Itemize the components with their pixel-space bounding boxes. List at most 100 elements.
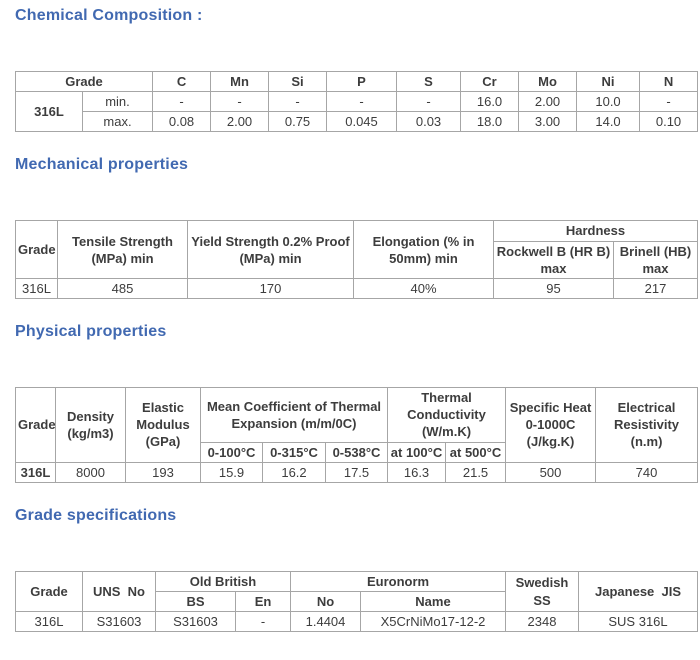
table-cell: 2.00 — [518, 91, 578, 113]
table-header-cell: Old British — [154, 570, 292, 593]
table-header-cell: Grade — [15, 220, 58, 279]
table-header-cell: Elongation (% in 50mm) min — [353, 220, 494, 279]
table-header-cell: Mean Coefficient of Thermal Expansion (m… — [199, 387, 389, 443]
table-header-cell: at 500°C — [445, 441, 507, 463]
table-header-cell: Mn — [210, 70, 270, 93]
section-physical-properties: Physical properties Grade Density (kg/m3)… — [15, 322, 699, 483]
table-cell: 170 — [187, 277, 354, 300]
table-header-cell: Mo — [518, 70, 578, 93]
table-header-cell: 0-538°C — [324, 441, 389, 463]
table-cell: 0.75 — [268, 111, 328, 133]
table-cell: - — [326, 91, 398, 113]
table-cell: max. — [81, 111, 154, 133]
table-row: Rockwell B (HR B) max Brinell (HB) max — [16, 240, 698, 279]
table-header-cell: Ni — [576, 70, 641, 93]
table-header-cell: Tensile Strength (MPa) min — [57, 220, 188, 279]
table-header-cell: 0-315°C — [262, 441, 326, 463]
table-header-cell: N — [639, 70, 699, 93]
table-cell: - — [639, 91, 699, 113]
table-row: 316L min. - - - - -16.0 2.00 10.0- — [15, 91, 699, 133]
table-header-cell: BS — [155, 591, 236, 613]
table-cell: 316L — [15, 277, 58, 300]
table-cell: 10.0 — [576, 91, 641, 113]
table-cell: 0.08 — [152, 111, 212, 133]
table-cell: 14.0 — [576, 111, 641, 133]
table-cell: - — [234, 611, 292, 633]
table-cell: 740 — [595, 461, 699, 483]
table-cell: 0.045 — [326, 111, 398, 133]
table-header-cell: Grade — [15, 387, 56, 463]
table-header-cell: Euronorm — [290, 570, 507, 593]
table-header-cell: S — [396, 70, 462, 93]
table-row: 316L S31603 S31603-1.4404 X5CrNiMo17-12-2 23… — [15, 611, 699, 633]
chemical-composition-heading: Chemical Composition : — [15, 7, 203, 24]
table-cell: - — [268, 91, 328, 113]
chemical-composition-table: Grade C Mn Si P S Cr Mo Ni N 316L min. - - - - -16.0 2.00… — [14, 70, 699, 133]
physical-properties-table: Grade Density (kg/m3) Elastic Modulus (GPa… — [15, 387, 699, 483]
table-cell: min. — [81, 91, 154, 113]
table-cell: SUS 316L — [578, 611, 699, 633]
table-header-cell: Grade — [14, 70, 154, 93]
table-cell: X5CrNiMo17-12-2 — [360, 611, 507, 633]
table-header-cell: 0-100°C — [200, 441, 263, 463]
table-header-cell: at 100°C — [387, 441, 447, 463]
table-header-cell: Specific Heat 0-1000C (J/kg.K) — [505, 387, 597, 463]
table-cell: - — [210, 91, 270, 113]
mechanical-properties-table: Grade Tensile Strength (MPa) min Yield Str… — [15, 220, 698, 300]
table-row: BS En No Name — [16, 591, 698, 613]
table-row: Grade Density (kg/m3) Elastic Modulus (GPa… — [15, 387, 699, 463]
table-row: max. 0.08 2.00 0.75 0.045 0.03 18.0 3.00 14.0 0.1… — [16, 111, 699, 133]
grade-specifications-table: Grade UNS No Old British Euronorm Swedish SS… — [15, 570, 699, 633]
table-header-cell: Si — [268, 70, 328, 93]
table-cell: 2348 — [505, 611, 580, 633]
table-header-cell: Density (kg/m3) — [55, 387, 126, 463]
table-header-cell: Swedish SS — [505, 570, 580, 613]
table-cell: 0.10 — [639, 111, 699, 133]
table-cell: 500 — [505, 461, 597, 483]
table-row: Grade C Mn Si P S Cr Mo Ni N — [14, 70, 699, 93]
table-header-cell: Hardness — [493, 220, 698, 242]
table-row: 316L 8000 193 15.9 16.2 17.5 16.3 21.5 500 740 — [15, 461, 699, 483]
table-header-cell: 316L — [15, 91, 83, 133]
table-cell: 95 — [493, 277, 614, 300]
grade-specifications-heading: Grade specifications — [15, 506, 177, 524]
table-header-cell: No — [290, 591, 362, 613]
physical-properties-heading: Physical properties — [15, 323, 167, 341]
table-header-cell: 316L — [15, 461, 56, 483]
table-cell: 485 — [57, 277, 188, 300]
table-row: 316L 485 170 40% 95 217 — [15, 277, 698, 300]
table-row: Grade UNS No Old British Euronorm Swedish SS… — [15, 570, 699, 613]
section-mechanical-properties: Mechanical properties Grade Tensile Stren… — [15, 155, 698, 300]
table-header-cell: Rockwell B (HR B) max — [493, 240, 614, 279]
table-header-cell: Yield Strength 0.2% Proof (MPa) min — [187, 220, 354, 279]
table-header-cell: Thermal Conductivity (W/m.K) — [387, 387, 507, 443]
table-cell: 0.03 — [396, 111, 462, 133]
table-cell: 2.00 — [210, 111, 270, 133]
table-cell: 3.00 — [518, 111, 578, 133]
table-header-cell: C — [152, 70, 212, 93]
table-header-cell: Name — [360, 591, 507, 613]
table-header-cell: Cr — [460, 70, 520, 93]
table-cell: 193 — [125, 461, 201, 483]
section-chemical-composition: Chemical Composition : Grade C Mn Si P S Cr Mo N… — [14, 6, 699, 133]
table-cell: 217 — [613, 277, 698, 300]
table-cell: S31603 — [155, 611, 236, 633]
table-header-cell: Electrical Resistivity (n.m) — [595, 387, 699, 463]
table-cell: 40% — [353, 277, 494, 300]
table-cell: 16.2 — [262, 461, 326, 483]
table-cell: - — [152, 91, 212, 113]
table-cell: 16.0 — [460, 91, 520, 113]
mechanical-properties-heading: Mechanical properties — [15, 156, 189, 174]
table-header-cell: Elastic Modulus (GPa) — [125, 387, 201, 463]
table-row: 0-100°C 0-315°C 0-538°C at 100°C at 500°C — [16, 441, 698, 463]
table-cell: S31603 — [82, 611, 156, 633]
table-header-cell: En — [234, 591, 292, 613]
table-cell: 8000 — [55, 461, 126, 483]
table-cell: 18.0 — [460, 111, 520, 133]
table-header-cell: P — [326, 70, 398, 93]
table-header-cell: Brinell (HB) max — [613, 240, 698, 279]
table-header-cell: UNS No — [82, 570, 156, 613]
table-header-cell: Japanese JIS — [578, 570, 699, 613]
table-cell: 1.4404 — [290, 611, 362, 633]
table-row: Grade Tensile Strength (MPa) min Yield Str… — [15, 220, 698, 279]
